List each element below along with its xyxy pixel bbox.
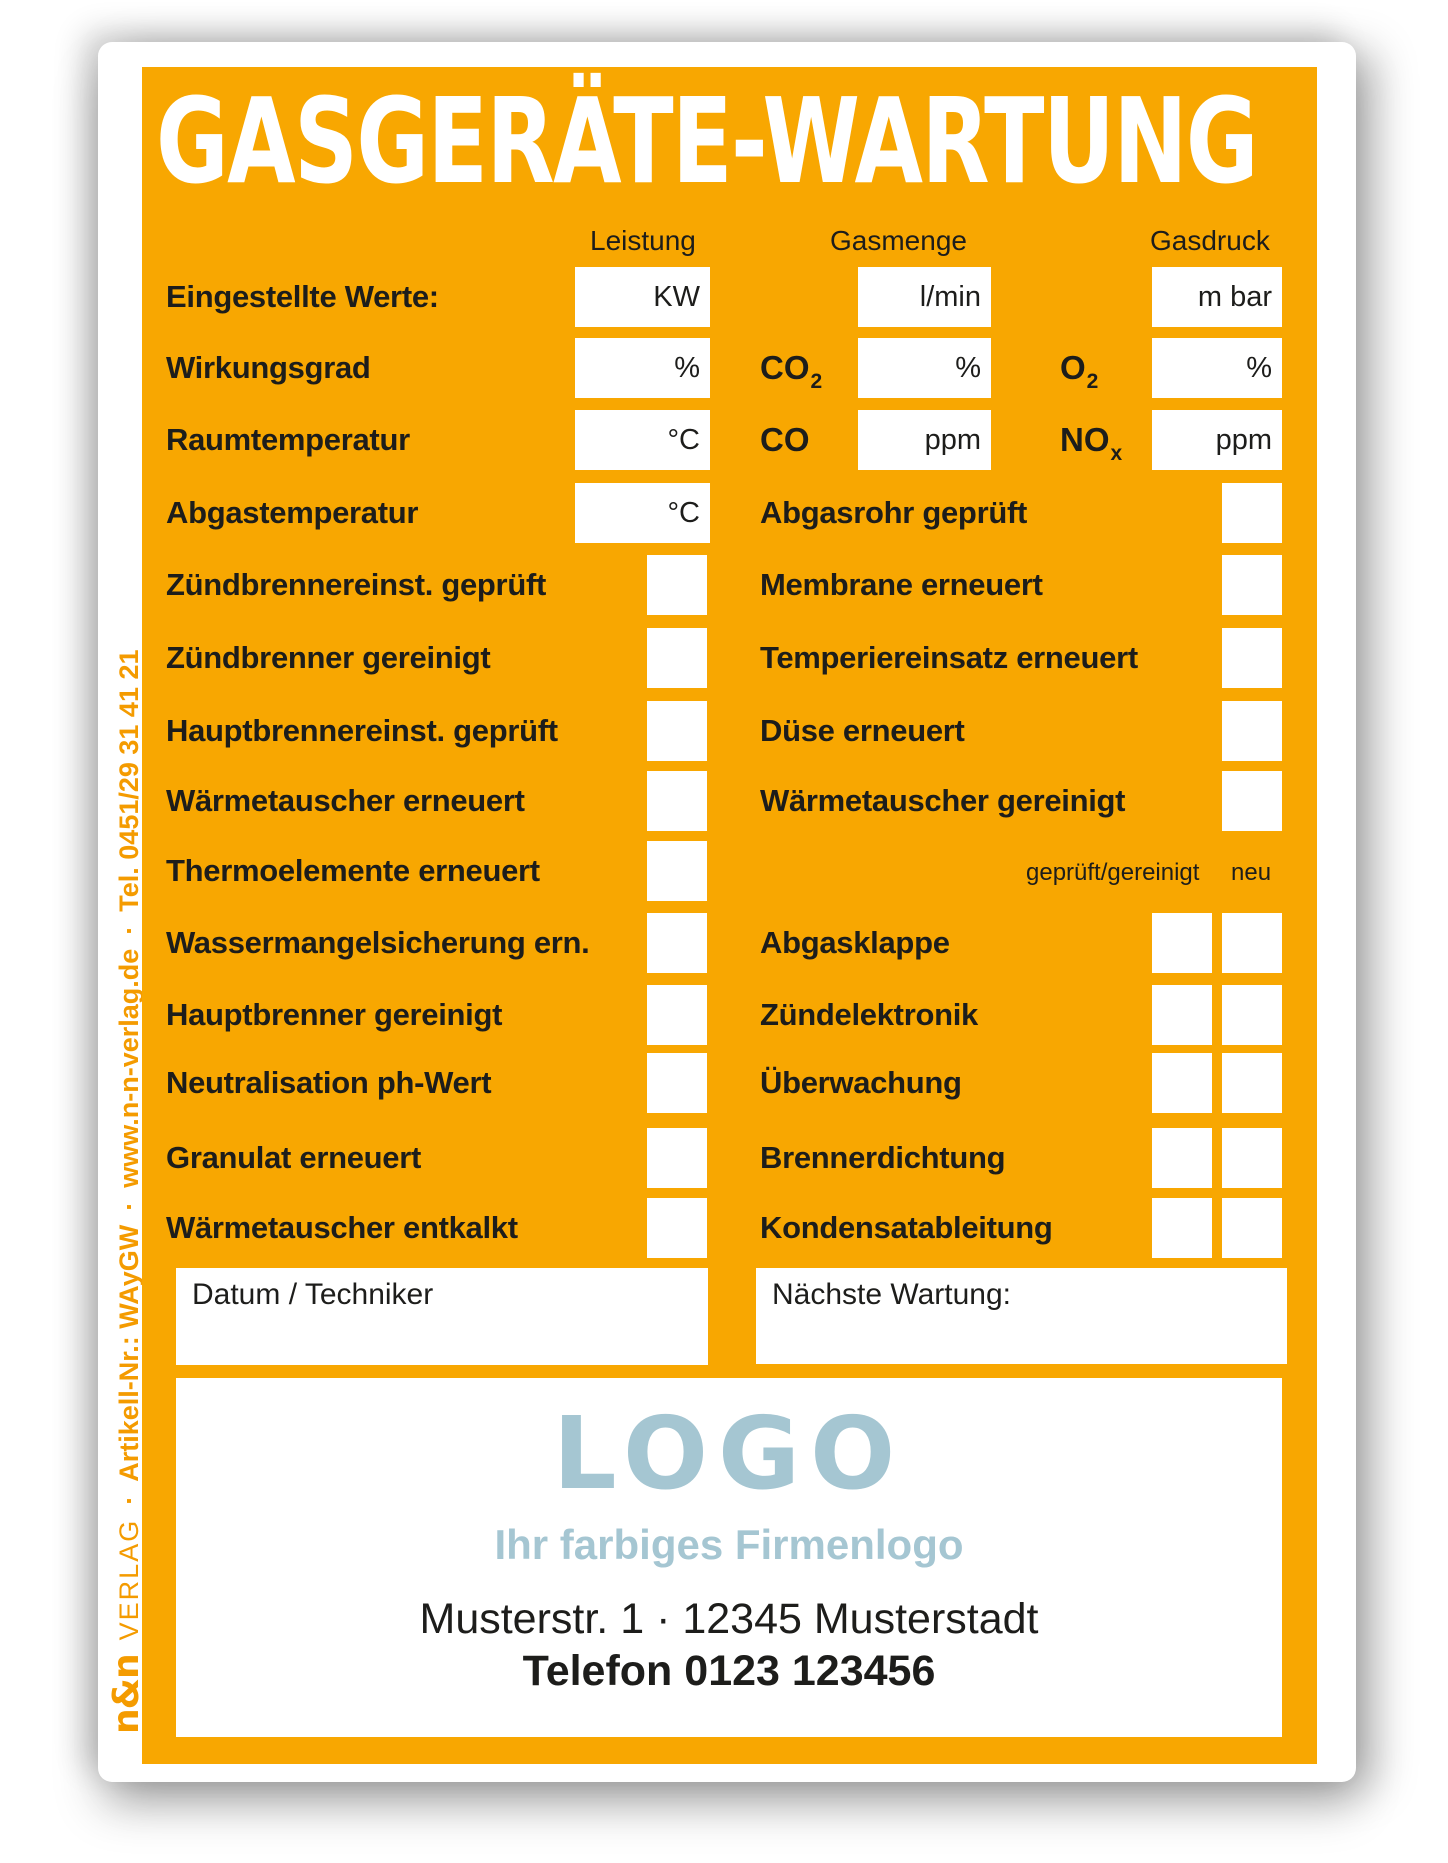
dual-header-neu: neu [1231, 859, 1272, 886]
company-address: Musterstr. 1 · 12345 Musterstadt [419, 1595, 1039, 1643]
nox-field[interactable]: ppm [1152, 410, 1282, 470]
row-label-hauptbrennereinst-geprueft: Hauptbrennereinst. geprüft [166, 713, 558, 748]
unit-label-percent: % [674, 351, 700, 384]
row-label-hauptbrenner-gereinigt: Hauptbrenner gereinigt [166, 997, 503, 1032]
datum-techniker-field[interactable]: Datum / Techniker [176, 1268, 708, 1365]
page-title: GASGERÄTE-WARTUNG [156, 72, 1259, 210]
checkbox-duese-erneuert[interactable] [1222, 701, 1282, 761]
row-label-granulat-erneuert: Granulat erneuert [166, 1140, 422, 1175]
naechste-wartung-label: Nächste Wartung: [772, 1278, 1011, 1311]
checkbox-temperiereinsatz-erneuert[interactable] [1222, 628, 1282, 688]
row-label-kondensatableitung: Kondensatableitung [760, 1210, 1053, 1245]
checkbox-zuendelektronik-geprueft[interactable] [1152, 985, 1212, 1045]
unit-label-percent: % [955, 351, 981, 384]
wirkungsgrad-field[interactable]: % [575, 338, 710, 398]
unit-label-kw: KW [653, 280, 700, 313]
row-label-abgasrohr-geprueft: Abgasrohr geprüft [760, 495, 1028, 530]
row-label-zuendelektronik: Zündelektronik [760, 997, 978, 1032]
row-label-brennerdichtung: Brennerdichtung [760, 1140, 1006, 1175]
abgastemperatur-field[interactable]: °C [575, 483, 710, 543]
co2-field[interactable]: % [858, 338, 991, 398]
o2-label: O2 [1060, 349, 1099, 393]
column-header-gasdruck: Gasdruck [1150, 225, 1270, 256]
row-label-abgasklappe: Abgasklappe [760, 925, 950, 960]
nn-publisher-logo: n&n [106, 1654, 147, 1734]
checkbox-abgasklappe-geprueft[interactable] [1152, 913, 1212, 973]
unit-label-celsius: °C [667, 423, 700, 456]
co-label: CO [760, 421, 810, 458]
row-label-thermoelemente-erneuert: Thermoelemente erneuert [166, 853, 540, 888]
checkbox-zuendbrenner-gereinigt[interactable] [647, 628, 707, 688]
checkbox-kondensatableitung-geprueft[interactable] [1152, 1198, 1212, 1258]
publisher-sidebar: n&n VERLAG · Artikell-Nr.: WAyGW · www.n… [106, 650, 147, 1735]
co2-label: CO2 [760, 349, 823, 393]
checkbox-kondensatableitung-neu[interactable] [1222, 1198, 1282, 1258]
unit-label-celsius: °C [667, 496, 700, 529]
gasmenge-lmin-field[interactable]: l/min [858, 267, 991, 327]
checkbox-brennerdichtung-neu[interactable] [1222, 1128, 1282, 1188]
checkbox-zuendbrennereinst-geprueft[interactable] [647, 555, 707, 615]
publisher-name: VERLAG [114, 1518, 144, 1641]
checkbox-ueberwachung-geprueft[interactable] [1152, 1053, 1212, 1113]
publisher-website: www.n-n-verlag.de [114, 948, 144, 1188]
checkbox-membrane-erneuert[interactable] [1222, 555, 1282, 615]
gasdruck-mbar-field[interactable]: m bar [1152, 267, 1282, 327]
datum-techniker-label: Datum / Techniker [192, 1278, 434, 1311]
dual-header-geprueft-gereinigt: geprüft/gereinigt [1026, 859, 1200, 886]
checkbox-waermetauscher-entkalkt[interactable] [647, 1198, 707, 1258]
publisher-phone: Tel. 0451/29 31 41 21 [114, 649, 144, 912]
row-label-wassermangelsicherung-ern: Wassermangelsicherung ern. [166, 925, 590, 960]
separator-dot: · [114, 925, 144, 935]
checkbox-hauptbrennereinst-geprueft[interactable] [647, 701, 707, 761]
separator-dot: · [114, 1201, 144, 1211]
row-label-zuendbrenner-gereinigt: Zündbrenner gereinigt [166, 640, 491, 675]
row-label-abgastemperatur: Abgastemperatur [166, 495, 419, 530]
company-logo-area: LOGO Ihr farbiges Firmenlogo Musterstr. … [176, 1378, 1282, 1737]
co-field[interactable]: ppm [858, 410, 991, 470]
row-label-raumtemperatur: Raumtemperatur [166, 422, 410, 457]
row-label-membrane-erneuert: Membrane erneuert [760, 567, 1043, 602]
checkbox-abgasrohr-geprueft[interactable] [1222, 483, 1282, 543]
checkbox-neutralisation-ph-wert[interactable] [647, 1053, 707, 1113]
unit-label-ppm: ppm [924, 423, 981, 456]
column-header-gasmenge: Gasmenge [830, 225, 967, 256]
raumtemperatur-field[interactable]: °C [575, 410, 710, 470]
checkbox-wassermangelsicherung-ern[interactable] [647, 913, 707, 973]
leistung-kw-field[interactable]: KW [575, 267, 710, 327]
checkbox-ueberwachung-neu[interactable] [1222, 1053, 1282, 1113]
unit-label-lmin: l/min [919, 280, 981, 313]
unit-label-percent: % [1246, 351, 1272, 384]
row-label-duese-erneuert: Düse erneuert [760, 713, 965, 748]
row-label-eingestellte-werte: Eingestellte Werte: [166, 279, 439, 314]
separator-dot: · [114, 1495, 144, 1505]
nox-label: NOx [1060, 421, 1123, 465]
checkbox-granulat-erneuert[interactable] [647, 1128, 707, 1188]
row-label-neutralisation-ph-wert: Neutralisation ph-Wert [166, 1065, 492, 1100]
checkbox-hauptbrenner-gereinigt[interactable] [647, 985, 707, 1045]
row-label-wirkungsgrad: Wirkungsgrad [166, 350, 371, 385]
row-label-waermetauscher-erneuert: Wärmetauscher erneuert [166, 783, 525, 818]
unit-label-mbar: m bar [1197, 280, 1272, 313]
checkbox-thermoelemente-erneuert[interactable] [647, 841, 707, 901]
row-label-waermetauscher-entkalkt: Wärmetauscher entkalkt [166, 1210, 518, 1245]
checkbox-brennerdichtung-geprueft[interactable] [1152, 1128, 1212, 1188]
row-label-ueberwachung: Überwachung [760, 1065, 962, 1100]
checkbox-abgasklappe-neu[interactable] [1222, 913, 1282, 973]
company-phone: Telefon 0123 123456 [522, 1647, 936, 1695]
logo-tagline: Ihr farbiges Firmenlogo [494, 1521, 964, 1568]
row-label-waermetauscher-gereinigt: Wärmetauscher gereinigt [760, 783, 1126, 818]
unit-label-ppm: ppm [1215, 423, 1272, 456]
row-label-temperiereinsatz-erneuert: Temperiereinsatz erneuert [760, 640, 1138, 675]
checkbox-zuendelektronik-neu[interactable] [1222, 985, 1282, 1045]
o2-field[interactable]: % [1152, 338, 1282, 398]
naechste-wartung-field[interactable]: Nächste Wartung: [756, 1268, 1287, 1364]
row-label-zuendbrennereinst-geprueft: Zündbrennereinst. geprüft [166, 567, 547, 602]
sticker-page: n&n VERLAG · Artikell-Nr.: WAyGW · www.n… [98, 42, 1356, 1782]
maintenance-label-card: GASGERÄTE-WARTUNG Leistung Gasmenge Gasd… [142, 67, 1317, 1764]
checkbox-waermetauscher-erneuert[interactable] [647, 771, 707, 831]
column-header-leistung: Leistung [590, 225, 696, 256]
article-number: Artikell-Nr.: WAyGW [114, 1224, 144, 1482]
logo-placeholder: LOGO [552, 1395, 906, 1512]
checkbox-waermetauscher-gereinigt[interactable] [1222, 771, 1282, 831]
